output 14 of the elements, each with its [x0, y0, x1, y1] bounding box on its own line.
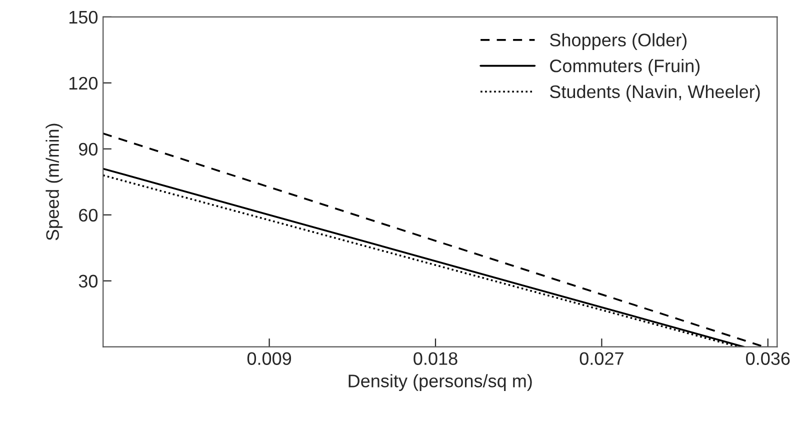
x-axis-title: Density (persons/sq m)	[348, 374, 532, 391]
x-tick-label: 0.009	[247, 352, 292, 365]
legend-label: Commuters (Fruin)	[550, 59, 700, 76]
y-tick-label: 120	[69, 76, 98, 90]
y-tick-label: 30	[78, 274, 98, 288]
y-tick-label: 90	[78, 142, 98, 156]
x-tick-label: 0.018	[414, 352, 458, 365]
y-tick-label: 150	[69, 10, 98, 24]
y-tick-label: 60	[79, 208, 98, 222]
x-tick-label: 0.036	[746, 352, 790, 365]
legend-label: Shoppers (Older)	[550, 33, 687, 50]
x-tick-label: 0.027	[580, 352, 624, 365]
y-axis-title: Speed (m/min)	[46, 124, 63, 240]
legend-label: Students (Navin, Wheeler)	[550, 84, 760, 102]
